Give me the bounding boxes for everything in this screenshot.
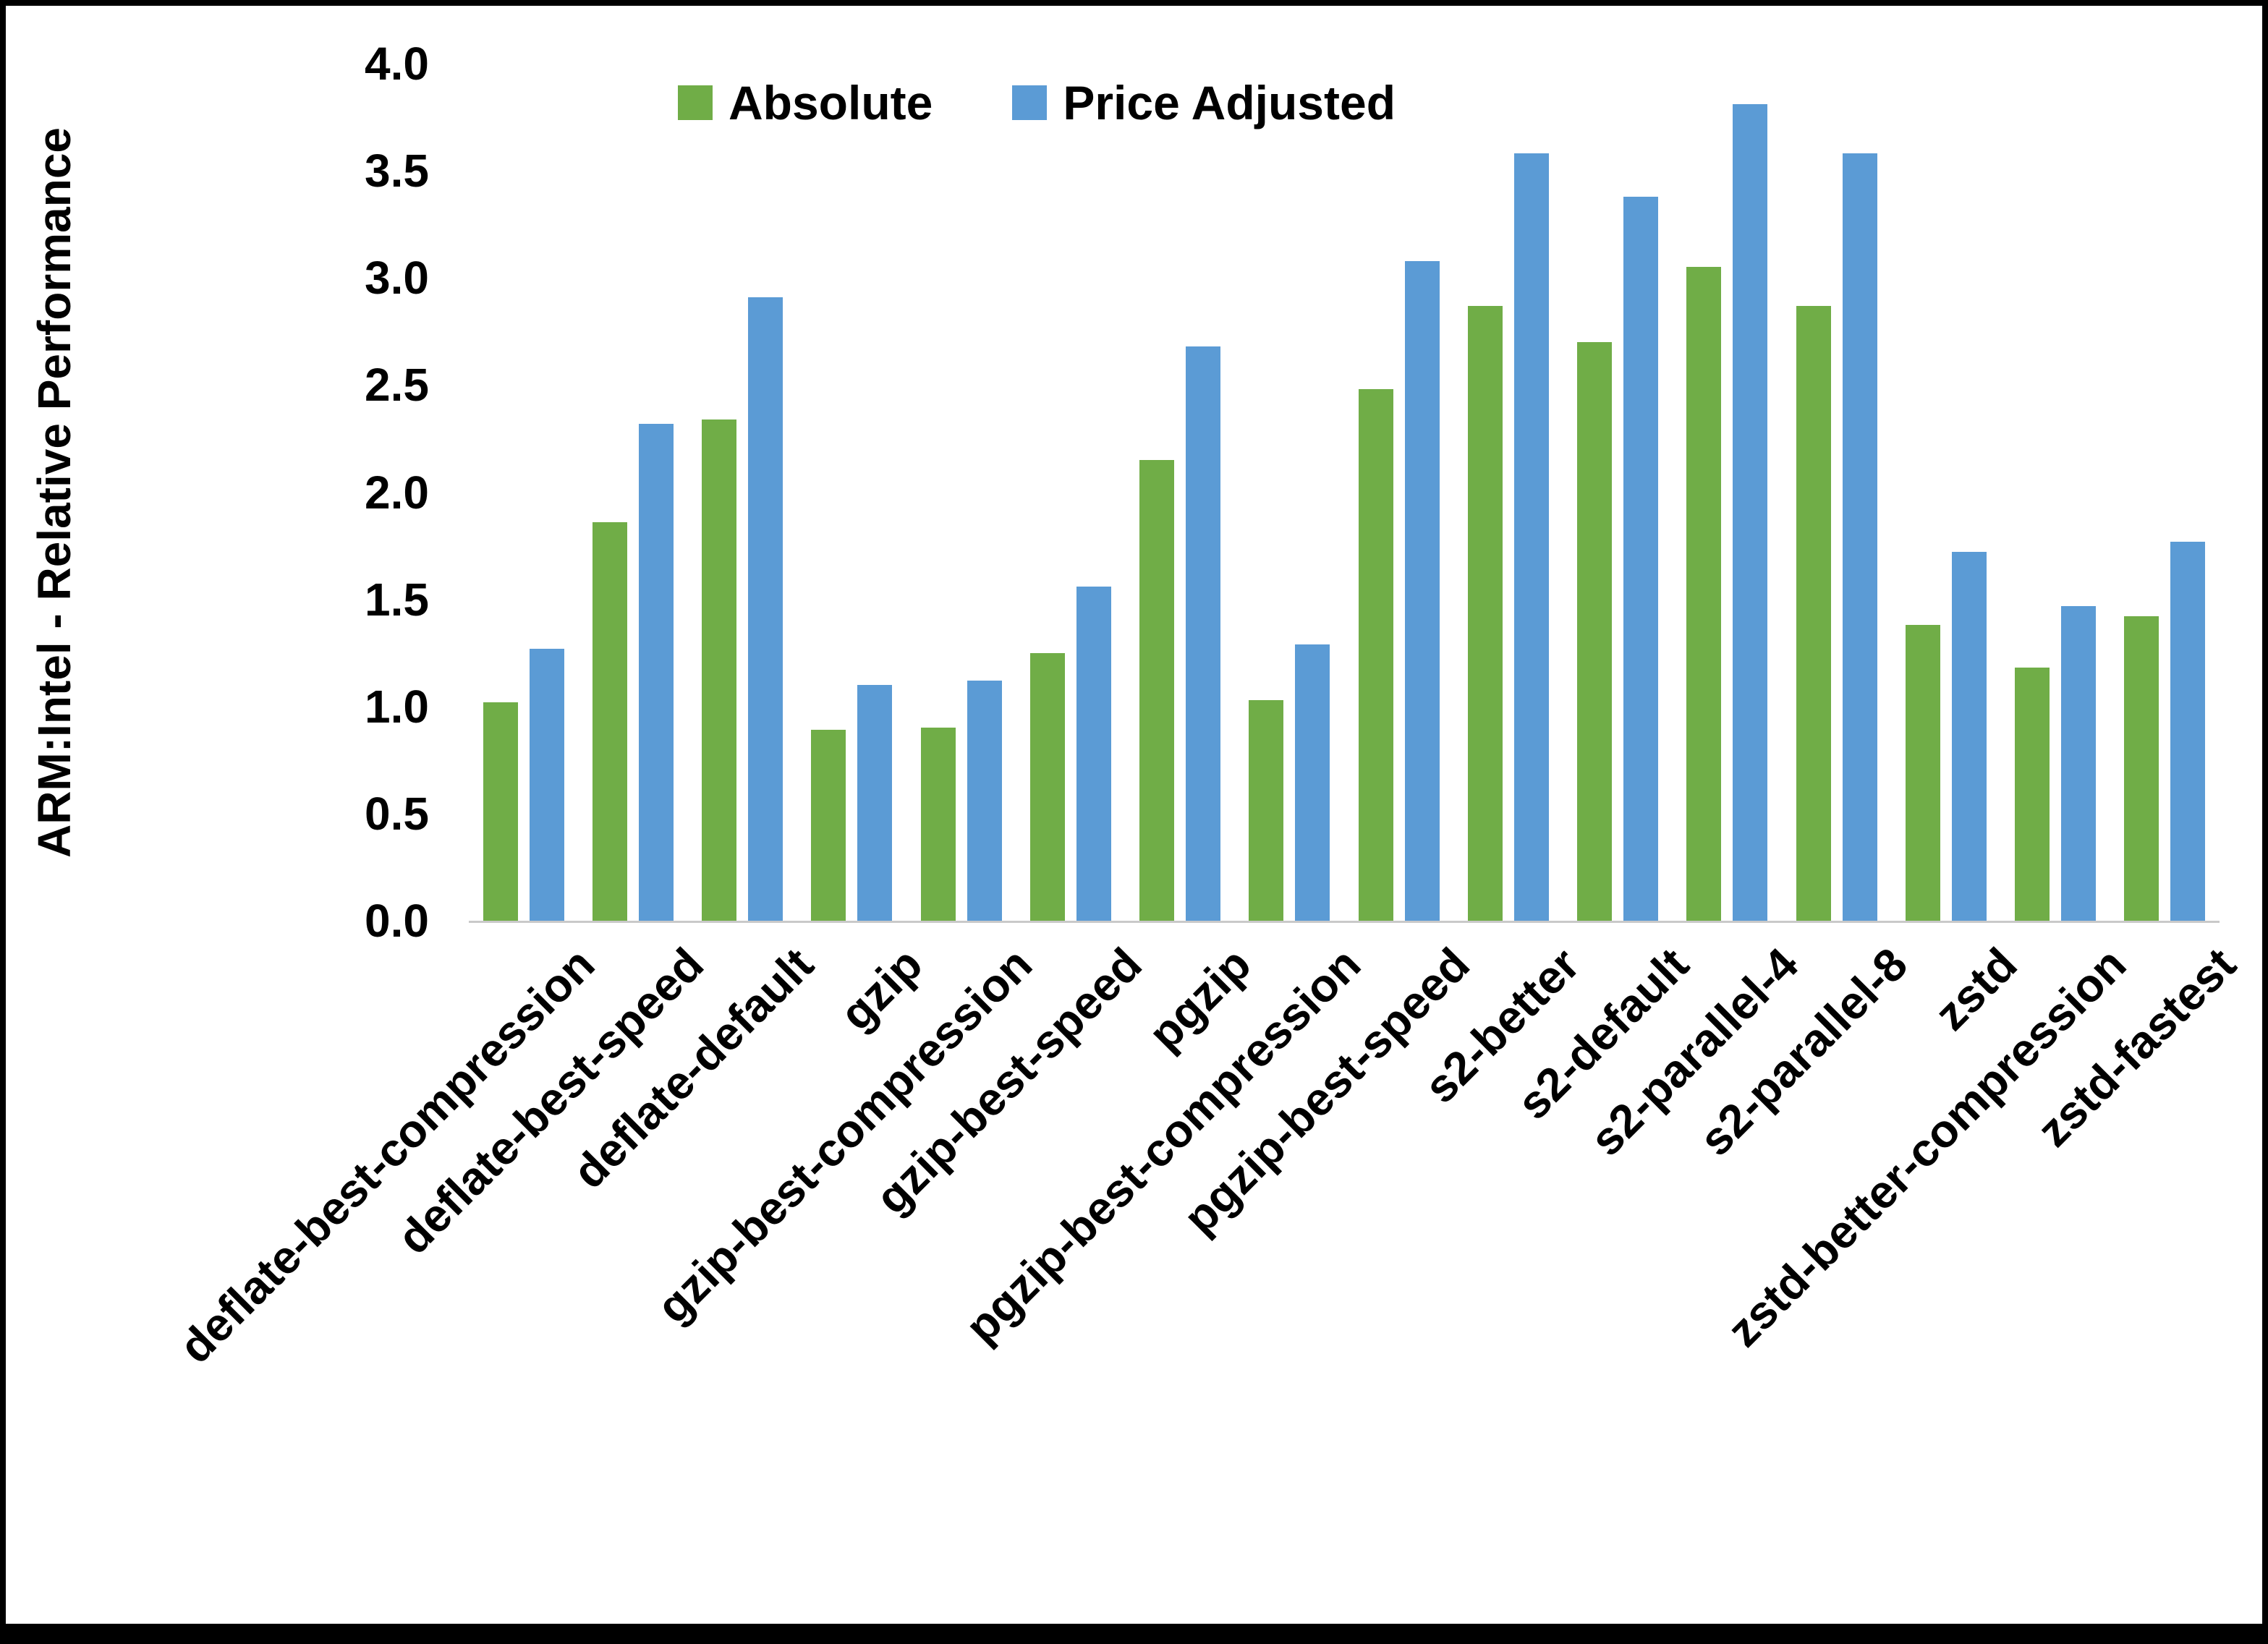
bar-absolute: [483, 702, 518, 921]
bar-price-adjusted: [1842, 153, 1877, 921]
x-label-slot: zstd-fastest: [2027, 926, 2246, 1624]
x-label-slot: s2-better: [1414, 926, 1589, 1624]
y-tick-label: 4.0: [365, 38, 429, 90]
bar-price-adjusted: [2061, 605, 2097, 921]
bar-group: [469, 64, 578, 921]
y-tick-label: 2.5: [365, 359, 429, 412]
legend-swatch: [677, 85, 713, 120]
bar-price-adjusted: [748, 297, 783, 921]
bar-absolute: [592, 521, 627, 921]
bar-absolute: [1358, 389, 1393, 921]
y-tick-label: 1.0: [365, 680, 429, 733]
bar-price-adjusted: [638, 423, 674, 921]
bar-absolute: [1796, 305, 1831, 921]
bar-price-adjusted: [1186, 346, 1221, 921]
legend-item: Absolute: [677, 75, 933, 130]
legend-item: Price Adjusted: [1012, 75, 1396, 130]
bar-absolute: [2124, 616, 2159, 921]
y-tick-label: 3.5: [365, 145, 429, 197]
y-tick-label: 3.0: [365, 252, 429, 304]
bar-group: [1891, 64, 2000, 921]
bar-group: [578, 64, 687, 921]
bar-group: [1126, 64, 1235, 921]
bar-group: [1453, 64, 1563, 921]
x-label-slot: pgzip-best-compression: [955, 926, 1370, 1624]
bar-price-adjusted: [967, 681, 1002, 921]
bar-absolute: [920, 728, 956, 921]
bar-absolute: [1905, 625, 1940, 921]
y-tick-label: 0.0: [365, 895, 429, 947]
y-axis-title: ARM:Intel - Relative Performance: [28, 127, 80, 858]
bar-price-adjusted: [1404, 260, 1440, 921]
x-label-slot: s2-default: [1507, 926, 1699, 1624]
bar-absolute: [2015, 668, 2050, 921]
y-tick-label: 0.5: [365, 787, 429, 840]
bar-price-adjusted: [857, 685, 893, 921]
x-label-slot: deflate-best-compression: [169, 926, 605, 1624]
bar-group: [2110, 64, 2220, 921]
bar-absolute: [1577, 342, 1613, 921]
bar-group: [797, 64, 906, 921]
legend-swatch: [1012, 85, 1048, 120]
x-label-slot: pgzip-best-speed: [1173, 926, 1479, 1624]
bar-price-adjusted: [1733, 104, 1768, 921]
bar-absolute: [811, 730, 846, 921]
y-tick-label: 2.0: [365, 466, 429, 519]
bar-price-adjusted: [1295, 644, 1330, 921]
bar-price-adjusted: [529, 648, 564, 921]
bar-group: [1235, 64, 1344, 921]
x-label-slot: zstd-better-compression: [1717, 926, 2136, 1624]
bar-absolute: [1029, 652, 1065, 921]
plot-area: Absolute Price Adjusted: [469, 64, 2220, 923]
x-labels-row: deflate-best-compression deflate-best-spe…: [169, 926, 2246, 1624]
bars-row: [469, 64, 2220, 921]
bar-price-adjusted: [1951, 552, 1987, 921]
bar-absolute: [702, 419, 737, 921]
bar-price-adjusted: [1513, 153, 1549, 921]
bar-group: [1782, 64, 1891, 921]
bar-group: [1673, 64, 1782, 921]
y-tick-labels: 0.0 0.5 1.0 1.5 2.0 2.5 3.0 3.5 4.0: [284, 38, 429, 947]
x-label-slot: pgzip: [1126, 926, 1261, 1624]
bar-absolute: [1249, 699, 1284, 921]
x-label-slot: zstd: [1891, 926, 2026, 1624]
bar-absolute: [1686, 267, 1722, 921]
bar-price-adjusted: [1623, 196, 1659, 921]
legend-label: Absolute: [728, 76, 933, 129]
bar-group: [2001, 64, 2110, 921]
bar-price-adjusted: [1076, 586, 1111, 921]
bar-group: [688, 64, 797, 921]
bar-price-adjusted: [2170, 541, 2206, 921]
bar-group: [1344, 64, 1453, 921]
legend-label: Price Adjusted: [1063, 76, 1396, 129]
bar-group: [1563, 64, 1673, 921]
bar-group: [906, 64, 1016, 921]
legend: Absolute Price Adjusted: [469, 75, 1605, 130]
x-label-slot: gzip: [797, 926, 933, 1624]
bar-absolute: [1139, 460, 1175, 921]
x-axis-label: deflate-best-compression: [169, 937, 605, 1373]
bar-group: [1016, 64, 1125, 921]
bar-absolute: [1467, 305, 1503, 921]
y-tick-label: 1.5: [365, 573, 429, 626]
